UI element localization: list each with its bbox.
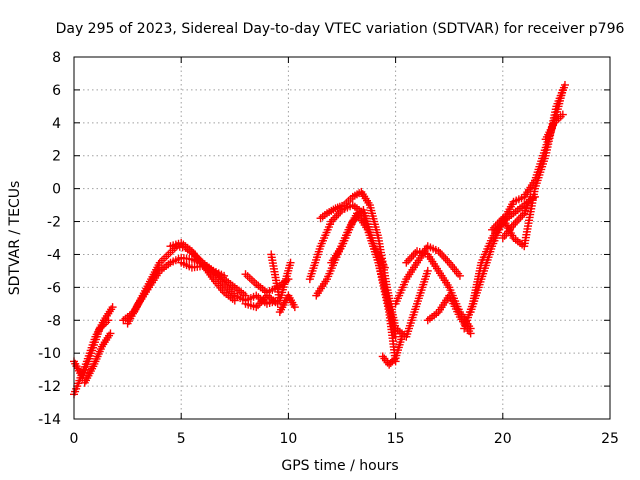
series-track-24	[541, 110, 567, 144]
x-axis-label: GPS time / hours	[281, 458, 398, 474]
y-tick-label: -10	[38, 346, 61, 362]
series-track-3	[80, 329, 115, 387]
data-point	[495, 218, 504, 227]
data-point	[526, 192, 535, 201]
data-point	[350, 215, 359, 224]
x-tick-label: 10	[279, 431, 297, 447]
data-point	[286, 258, 295, 267]
series-track-10	[267, 250, 295, 305]
data-point	[380, 263, 389, 272]
data-point	[411, 249, 420, 258]
data-point	[491, 221, 500, 230]
data-point	[221, 281, 230, 290]
plot-frame	[73, 56, 611, 420]
data-point	[493, 220, 502, 229]
data-points	[70, 80, 569, 399]
data-point	[257, 297, 266, 306]
y-tick-label: -2	[47, 215, 61, 231]
data-point	[259, 295, 268, 304]
data-point	[407, 252, 416, 261]
data-point	[104, 316, 113, 325]
data-point	[352, 213, 361, 222]
data-point	[355, 209, 364, 218]
data-point	[252, 303, 261, 312]
data-point	[516, 213, 525, 222]
series-track-2	[70, 316, 113, 382]
y-tick-label: 8	[52, 50, 61, 66]
data-point	[389, 355, 398, 364]
series-track-9	[241, 291, 282, 312]
data-point	[354, 211, 363, 220]
data-point	[439, 252, 448, 261]
data-point	[254, 301, 263, 310]
data-point	[436, 249, 445, 258]
data-point	[514, 215, 523, 224]
data-point	[509, 220, 518, 229]
data-point	[330, 213, 339, 222]
ticks: 0 5 10 15 20 25 -14 -12 -10 -8 -6 -4 -2 0 2 4 6 8	[38, 50, 619, 447]
series-track-23	[498, 192, 535, 242]
data-point	[488, 225, 497, 234]
chart-title: Day 295 of 2023, Sidereal Day-to-day VTE…	[56, 21, 625, 37]
data-point	[402, 258, 411, 267]
data-point	[423, 266, 432, 275]
data-point	[398, 332, 407, 341]
data-point	[558, 110, 567, 119]
x-tick-label: 0	[70, 431, 79, 447]
y-tick-label: -12	[38, 379, 61, 395]
data-point	[290, 303, 299, 312]
data-point	[404, 256, 413, 265]
data-point	[332, 211, 341, 220]
y-tick-label: 2	[52, 149, 61, 165]
data-point	[405, 254, 414, 263]
data-point	[230, 296, 239, 305]
y-tick-label: 6	[52, 83, 61, 99]
data-point	[220, 271, 229, 280]
series-track-18	[378, 332, 407, 369]
x-tick-label: 5	[177, 431, 186, 447]
data-point	[560, 80, 569, 89]
data-point	[108, 303, 117, 312]
data-point	[438, 251, 447, 260]
y-tick-label: -6	[47, 280, 61, 296]
data-point	[334, 209, 343, 218]
data-point	[434, 247, 443, 256]
series-track-11	[275, 291, 299, 317]
series-track-15	[327, 206, 389, 272]
data-point	[518, 211, 527, 220]
data-point	[225, 285, 234, 294]
y-tick-label: 0	[52, 182, 61, 198]
x-tick-label: 20	[494, 431, 512, 447]
data-point	[409, 251, 418, 260]
y-tick-label: -14	[38, 412, 61, 428]
data-point	[455, 271, 464, 280]
data-point	[348, 217, 357, 226]
data-point	[329, 215, 338, 224]
x-tick-label: 15	[387, 431, 405, 447]
data-point	[106, 329, 115, 338]
data-point	[466, 329, 475, 338]
data-point	[255, 299, 264, 308]
data-point	[511, 218, 520, 227]
x-tick-label: 25	[601, 431, 619, 447]
data-point	[513, 216, 522, 225]
data-point	[443, 256, 452, 265]
data-point	[223, 283, 232, 292]
series-track-7	[177, 258, 229, 280]
data-point	[441, 254, 450, 263]
y-axis-label: SDTVAR / TECUs	[7, 181, 23, 296]
data-point	[327, 217, 336, 226]
y-tick-label: -8	[47, 313, 61, 329]
data-point	[220, 280, 229, 289]
y-tick-label: -4	[47, 247, 61, 263]
y-tick-label: 4	[52, 116, 61, 132]
data-point	[489, 223, 498, 232]
